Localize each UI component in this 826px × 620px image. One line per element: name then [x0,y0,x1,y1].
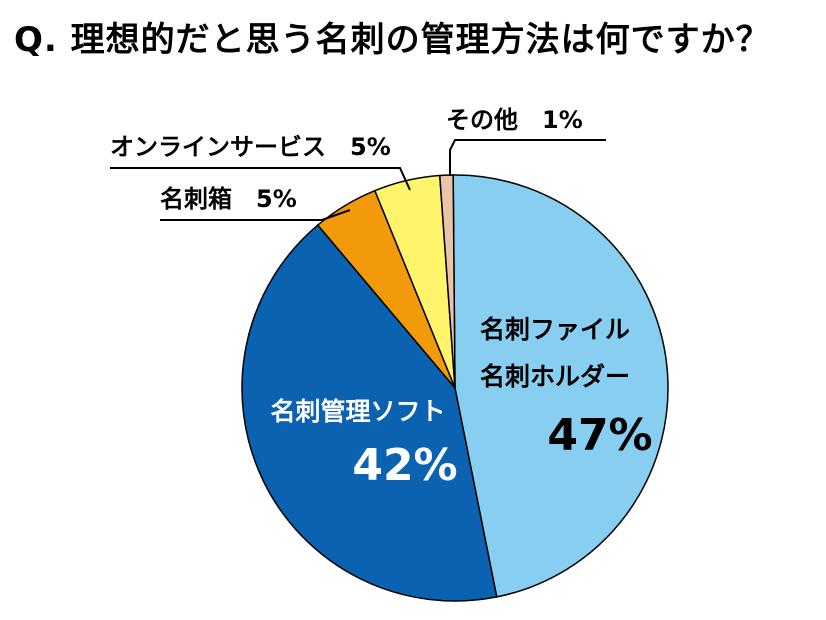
slice-label-file-line2: 名刺ホルダー [480,362,630,391]
outside-label-online: オンラインサービス 5% [110,133,391,161]
pie-slice-1 [241,224,498,602]
slice-label-file-line1: 名刺ファイル [480,315,630,344]
outside-label-other: その他 1% [446,106,583,134]
pie-slice-0 [452,174,669,598]
slice-pct-soft: 42% [352,440,457,491]
slice-label-soft: 名刺管理ソフト [270,397,445,426]
leader-line-other [449,139,606,176]
outside-label-meishi-bako: 名刺箱 5% [160,185,297,213]
leader-line-online [110,167,411,191]
leader-line-meishi-bako [160,209,351,221]
pie-slice-4 [438,174,456,389]
chart-title: Q. 理想的だと思う名刺の管理方法は何ですか？ [14,20,771,60]
slice-pct-file: 47% [547,410,652,461]
